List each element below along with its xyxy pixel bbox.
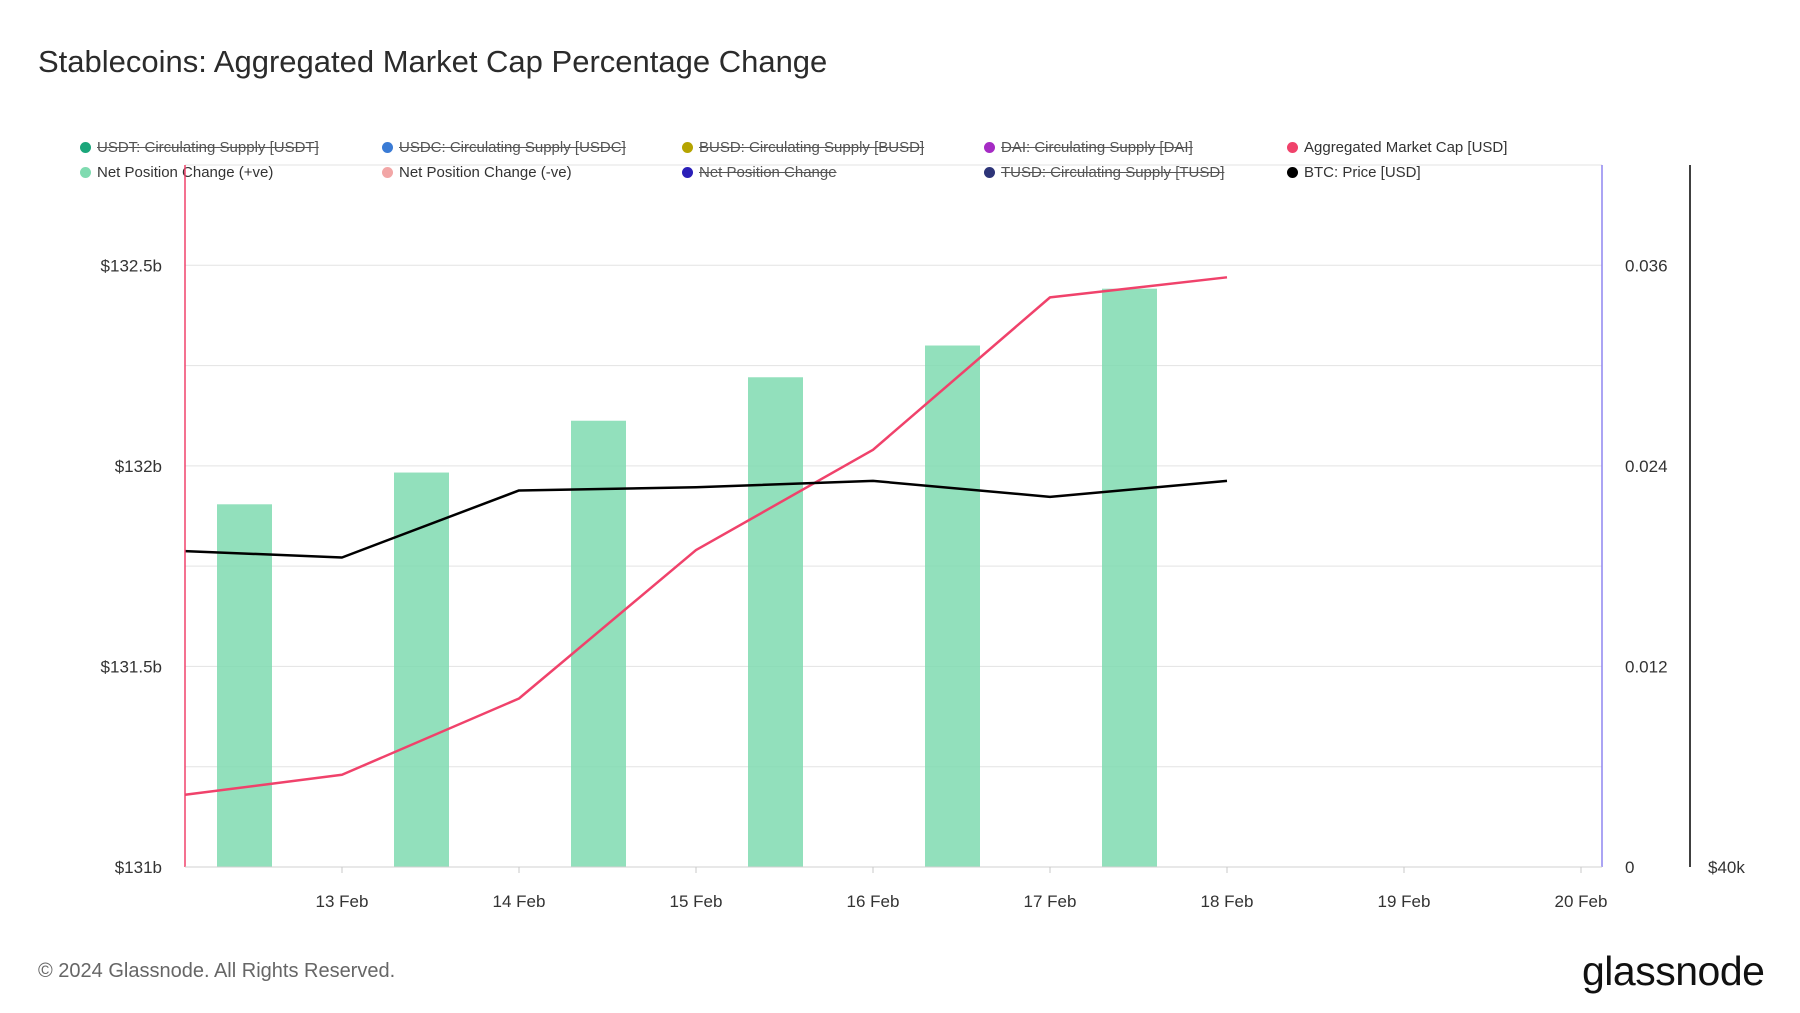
btc-axis-tick-label: $40k [1708, 858, 1745, 877]
legend-item[interactable]: Net Position Change [682, 164, 837, 181]
bar-net-position-positive [571, 420, 626, 867]
x-axis-tick-label: 16 Feb [847, 892, 900, 911]
legend-dot-icon [984, 142, 995, 153]
legend-label: USDT: Circulating Supply [USDT] [97, 139, 319, 156]
legend-item[interactable]: DAI: Circulating Supply [DAI] [984, 139, 1193, 156]
legend-item[interactable]: TUSD: Circulating Supply [TUSD] [984, 164, 1224, 181]
legend-item[interactable]: BTC: Price [USD] [1287, 164, 1421, 181]
x-axis-tick-label: 13 Feb [316, 892, 369, 911]
right-axis-tick-label: 0.036 [1625, 256, 1668, 275]
legend-label: BTC: Price [USD] [1304, 164, 1421, 181]
legend-item[interactable]: USDC: Circulating Supply [USDC] [382, 139, 626, 156]
x-axis-tick-label: 15 Feb [670, 892, 723, 911]
x-axis-tick-label: 17 Feb [1024, 892, 1077, 911]
legend-label: Net Position Change [699, 164, 837, 181]
bar-net-position-positive [394, 472, 449, 867]
legend-dot-icon [682, 142, 693, 153]
legend-dot-icon [1287, 142, 1298, 153]
legend-label: BUSD: Circulating Supply [BUSD] [699, 139, 925, 156]
legend-dot-icon [80, 142, 91, 153]
bar-net-position-positive [925, 345, 980, 867]
legend-dot-icon [382, 167, 393, 178]
x-axis-tick-label: 18 Feb [1201, 892, 1254, 911]
legend-dot-icon [80, 167, 91, 178]
legend-label: DAI: Circulating Supply [DAI] [1001, 139, 1193, 156]
legend-dot-icon [984, 167, 995, 178]
right-axis-tick-label: 0.024 [1625, 457, 1668, 476]
legend-label: USDC: Circulating Supply [USDC] [399, 139, 626, 156]
line-aggregated-market-cap [184, 276, 1228, 797]
legend-item[interactable]: USDT: Circulating Supply [USDT] [80, 139, 319, 156]
legend-item[interactable]: Net Position Change (-ve) [382, 164, 572, 181]
bar-net-position-positive [748, 377, 803, 867]
copyright-text: © 2024 Glassnode. All Rights Reserved. [38, 960, 396, 982]
legend-dot-icon [382, 142, 393, 153]
legend-label: TUSD: Circulating Supply [TUSD] [1001, 164, 1225, 181]
x-axis-tick-label: 19 Feb [1378, 892, 1431, 911]
legend-item[interactable]: BUSD: Circulating Supply [BUSD] [682, 139, 924, 156]
left-axis-tick-label: $132.5b [101, 256, 162, 275]
right-axis-tick-label: 0.012 [1625, 657, 1668, 676]
line-btc-price [184, 479, 1228, 559]
chart-title: Stablecoins: Aggregated Market Cap Perce… [38, 44, 828, 79]
left-axis-tick-label: $131.5b [101, 657, 162, 676]
left-axis-tick-label: $131b [115, 858, 162, 877]
x-axis-tick-label: 14 Feb [493, 892, 546, 911]
legend-dot-icon [1287, 167, 1298, 178]
bar-net-position-positive [1102, 288, 1157, 868]
x-axis-tick-label: 20 Feb [1555, 892, 1608, 911]
glassnode-logo[interactable]: glassnode [1582, 948, 1765, 994]
left-axis-tick-label: $132b [115, 457, 162, 476]
legend-item[interactable]: Aggregated Market Cap [USD] [1287, 139, 1507, 156]
legend-label: Net Position Change (-ve) [399, 164, 572, 181]
legend-label: Aggregated Market Cap [USD] [1304, 139, 1508, 156]
bar-net-position-positive [217, 504, 272, 867]
legend-dot-icon [682, 167, 693, 178]
right-axis-tick-label: 0 [1625, 858, 1634, 877]
